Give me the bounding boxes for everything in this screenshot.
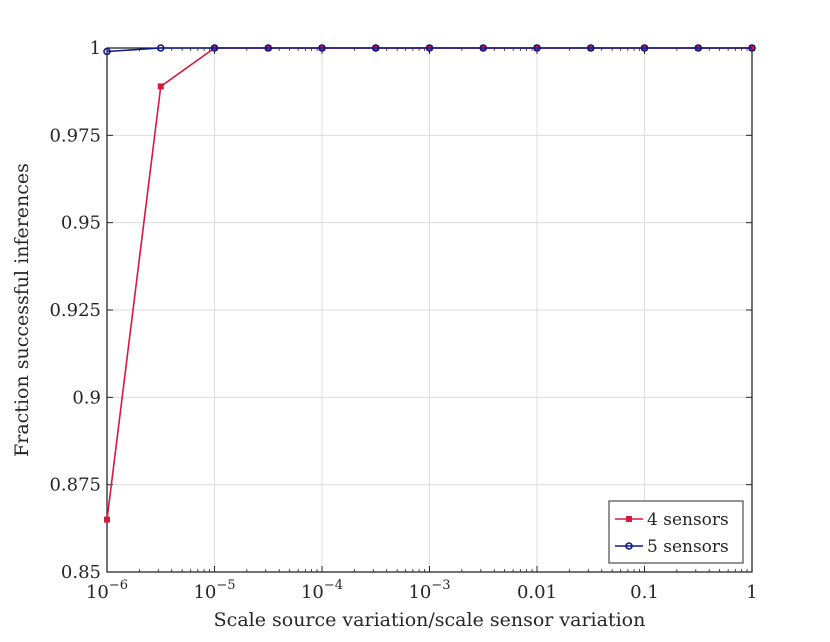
grid xyxy=(106,47,753,573)
data-point-5-sensors xyxy=(586,44,595,52)
y-axis-label: Fraction successful inferences xyxy=(11,163,33,457)
data-point-4-sensors xyxy=(104,516,110,523)
x-tick-label-base: 10 xyxy=(86,582,109,603)
series-line-5-sensors xyxy=(106,47,752,53)
x-tick-label-base: 10 xyxy=(193,582,216,603)
data-point-5-sensors xyxy=(479,44,488,52)
legend-label-5-sensors: 5 sensors xyxy=(647,537,729,557)
x-tick-label: 0.1 xyxy=(630,582,659,603)
x-tick-label-base: 10 xyxy=(301,582,324,603)
y-tick-label: 0.875 xyxy=(49,475,101,496)
x-axis-label: Scale source variation/scale sensor vari… xyxy=(214,609,646,631)
x-tick-label: 10−6 xyxy=(86,578,128,603)
x-tick-label-exponent: −4 xyxy=(324,578,343,593)
x-tick-label: 0.01 xyxy=(517,582,557,603)
legend: 4 sensors 5 sensors xyxy=(608,500,744,564)
x-tick-label-exponent: −6 xyxy=(109,578,128,593)
data-point-5-sensors xyxy=(533,44,541,52)
data-point-5-sensors xyxy=(103,47,111,56)
x-tick-label: 10−4 xyxy=(301,578,343,603)
legend-marker-4-sensors xyxy=(626,516,632,522)
series-layer xyxy=(103,44,756,523)
legend-box xyxy=(608,500,744,564)
x-tick-label: 1 xyxy=(746,582,757,603)
data-point-5-sensors xyxy=(371,44,380,52)
x-tick-label-base: 0.01 xyxy=(517,582,557,603)
y-tick-label: 1 xyxy=(90,38,101,59)
y-tick-label: 0.925 xyxy=(49,300,101,321)
y-tick-label: 0.85 xyxy=(61,562,101,583)
x-tick-label: 10−5 xyxy=(193,578,235,603)
data-point-5-sensors xyxy=(318,44,326,52)
x-tick-label-exponent: −3 xyxy=(431,578,450,593)
x-tick-label-base: 0.1 xyxy=(630,582,659,603)
data-point-5-sensors xyxy=(425,44,434,52)
data-point-4-sensors xyxy=(157,83,164,90)
x-tick-label-base: 10 xyxy=(408,582,431,603)
legend-label-4-sensors: 4 sensors xyxy=(647,510,729,530)
y-tick-label: 0.975 xyxy=(49,125,101,146)
data-point-5-sensors xyxy=(694,44,703,52)
data-point-5-sensors xyxy=(210,44,219,52)
data-point-5-sensors xyxy=(156,44,165,52)
x-tick-label-exponent: −5 xyxy=(216,578,235,593)
x-tick-label-base: 1 xyxy=(746,582,757,603)
legend-marker-5-sensors xyxy=(625,542,633,550)
y-tick-label: 0.9 xyxy=(72,387,101,408)
y-tick-label: 0.95 xyxy=(61,213,101,234)
data-point-5-sensors xyxy=(264,44,273,52)
data-point-5-sensors xyxy=(748,44,756,52)
axis-ticks: 10−6 10−5 10−4 10−3 0.01 0.1 10.850.8750.90.92… xyxy=(49,38,757,603)
data-point-5-sensors xyxy=(640,44,649,52)
x-tick-label: 10−3 xyxy=(408,578,450,603)
